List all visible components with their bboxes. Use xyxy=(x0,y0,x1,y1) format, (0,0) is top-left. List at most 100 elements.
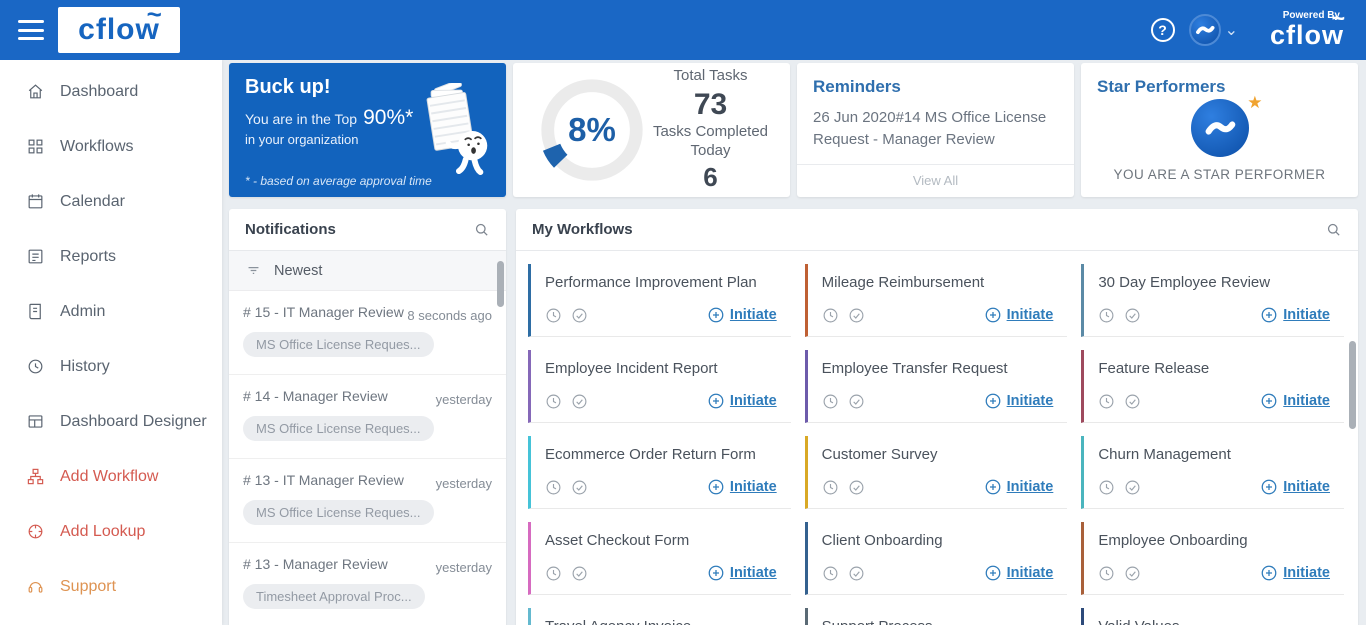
check-circle-icon[interactable] xyxy=(1124,393,1141,410)
workflows-scrollbar[interactable] xyxy=(1349,213,1356,625)
workflow-name: Ecommerce Order Return Form xyxy=(545,446,756,463)
clock-icon[interactable] xyxy=(1098,479,1115,496)
workflow-name: Mileage Reimbursement xyxy=(821,274,985,291)
help-icon[interactable]: ? xyxy=(1150,18,1175,42)
initiate-button[interactable]: Initiate xyxy=(1260,478,1330,496)
workflow-card: Valid Values Initiate xyxy=(1081,608,1344,625)
star-performer-caption: YOU ARE A STAR PERFORMER xyxy=(1113,167,1326,182)
addflow-icon xyxy=(26,467,45,486)
reminder-entry[interactable]: 26 Jun 2020#14 MS Office License Request… xyxy=(813,109,1047,148)
notifications-search-icon[interactable] xyxy=(473,221,490,238)
buck-up-line1: You are in the Top xyxy=(245,111,358,127)
check-circle-icon[interactable] xyxy=(1124,479,1141,496)
initiate-button[interactable]: Initiate xyxy=(1260,392,1330,410)
initiate-button[interactable]: Initiate xyxy=(984,564,1053,582)
calendar-icon xyxy=(26,192,45,211)
reminders-card: Reminders 26 Jun 2020#14 MS Office Licen… xyxy=(797,63,1074,197)
initiate-button[interactable]: Initiate xyxy=(707,478,777,496)
initiate-button[interactable]: Initiate xyxy=(1260,306,1330,324)
sidebar-item-label: Dashboard Designer xyxy=(60,412,207,430)
sidebar-item-dashboard-designer[interactable]: Dashboard Designer xyxy=(0,394,222,449)
history-icon xyxy=(26,357,45,376)
plus-circle-icon xyxy=(707,306,725,324)
workflow-card: Employee Incident Report Initiate xyxy=(528,350,791,423)
notification-tag: MS Office License Reques... xyxy=(243,416,434,441)
chevron-down-icon[interactable]: ⌄ xyxy=(1224,22,1238,39)
clock-icon[interactable] xyxy=(1098,393,1115,410)
admin-icon xyxy=(26,302,45,321)
sidebar-item-dashboard[interactable]: Dashboard xyxy=(0,64,222,119)
check-circle-icon[interactable] xyxy=(571,307,588,324)
hamburger-menu-icon[interactable] xyxy=(18,20,44,40)
clock-icon[interactable] xyxy=(822,565,839,582)
clock-icon[interactable] xyxy=(1098,565,1115,582)
star-performers-title: Star Performers xyxy=(1097,77,1226,96)
notifications-scrollbar[interactable] xyxy=(497,213,504,625)
check-circle-icon[interactable] xyxy=(1124,565,1141,582)
workflows-search-icon[interactable] xyxy=(1325,221,1342,238)
initiate-button[interactable]: Initiate xyxy=(984,478,1053,496)
plus-circle-icon xyxy=(1260,306,1278,324)
check-circle-icon[interactable] xyxy=(848,479,865,496)
home-icon xyxy=(26,82,45,101)
initiate-button[interactable]: Initiate xyxy=(707,564,777,582)
initiate-button[interactable]: Initiate xyxy=(707,392,777,410)
clock-icon[interactable] xyxy=(1098,307,1115,324)
initiate-button[interactable]: Initiate xyxy=(707,306,777,324)
clock-icon[interactable] xyxy=(822,479,839,496)
check-circle-icon[interactable] xyxy=(571,565,588,582)
check-circle-icon[interactable] xyxy=(848,393,865,410)
sidebar-item-support[interactable]: Support xyxy=(0,559,222,614)
check-circle-icon[interactable] xyxy=(571,393,588,410)
notification-item[interactable]: # 14 - Manager Review yesterday MS Offic… xyxy=(229,375,506,459)
check-circle-icon[interactable] xyxy=(848,307,865,324)
sidebar-item-add-workflow[interactable]: Add Workflow xyxy=(0,449,222,504)
clock-icon[interactable] xyxy=(545,307,562,324)
workflow-name: Client Onboarding xyxy=(821,532,943,549)
user-menu[interactable]: ⌄ xyxy=(1188,14,1238,46)
avatar-swoosh-icon xyxy=(1199,107,1241,149)
notifications-filter[interactable]: Newest xyxy=(229,251,506,291)
initiate-label: Initiate xyxy=(1006,307,1054,323)
app-logo[interactable]: cflow ~ xyxy=(58,1,180,53)
star-icon: ★ xyxy=(1247,93,1263,112)
initiate-label: Initiate xyxy=(1283,393,1330,409)
notification-item[interactable]: # 13 - Manager Review yesterday Timeshee… xyxy=(229,543,506,625)
sidebar-item-workflows[interactable]: Workflows xyxy=(0,119,222,174)
initiate-button[interactable]: Initiate xyxy=(984,392,1053,410)
workflow-card: Customer Survey Initiate xyxy=(804,436,1068,509)
notification-tag: MS Office License Reques... xyxy=(243,500,434,525)
notification-tag: Timesheet Approval Proc... xyxy=(243,584,425,609)
plus-circle-icon xyxy=(707,392,725,410)
check-circle-icon[interactable] xyxy=(1124,307,1141,324)
view-all-button[interactable]: View All xyxy=(797,164,1074,197)
sidebar-item-label: Dashboard xyxy=(60,82,139,100)
sidebar-item-admin[interactable]: Admin xyxy=(0,284,222,339)
workflow-card: Travel Agency Invoice Initiate xyxy=(528,608,791,625)
check-circle-icon[interactable] xyxy=(571,479,588,496)
initiate-label: Initiate xyxy=(729,479,777,495)
clock-icon[interactable] xyxy=(822,393,839,410)
clock-icon[interactable] xyxy=(545,565,562,582)
avatar[interactable] xyxy=(1188,14,1221,46)
clock-icon[interactable] xyxy=(545,393,562,410)
check-circle-icon[interactable] xyxy=(848,565,865,582)
workflow-card: Client Onboarding Initiate xyxy=(804,522,1068,595)
notification-item[interactable]: # 13 - IT Manager Review yesterday MS Of… xyxy=(229,459,506,543)
clock-icon[interactable] xyxy=(822,307,839,324)
notification-item[interactable]: # 15 - IT Manager Review 8 seconds ago M… xyxy=(229,291,506,375)
plus-circle-icon xyxy=(1260,564,1278,582)
sidebar-item-reports[interactable]: Reports xyxy=(0,229,222,284)
sidebar-item-history[interactable]: History xyxy=(0,339,222,394)
initiate-button[interactable]: Initiate xyxy=(984,306,1054,324)
clock-icon[interactable] xyxy=(545,479,562,496)
buck-up-percent: 90%* xyxy=(363,106,414,129)
sidebar-item-label: Add Workflow xyxy=(60,467,159,485)
initiate-button[interactable]: Initiate xyxy=(1260,564,1330,582)
gauge-chart xyxy=(541,79,643,181)
notification-title: # 14 - Manager Review xyxy=(243,388,388,404)
sidebar-item-calendar[interactable]: Calendar xyxy=(0,174,222,229)
sort-icon xyxy=(245,262,262,279)
powered-logo-tilde-icon: ~ xyxy=(1331,5,1346,31)
sidebar-item-add-lookup[interactable]: Add Lookup xyxy=(0,504,222,559)
